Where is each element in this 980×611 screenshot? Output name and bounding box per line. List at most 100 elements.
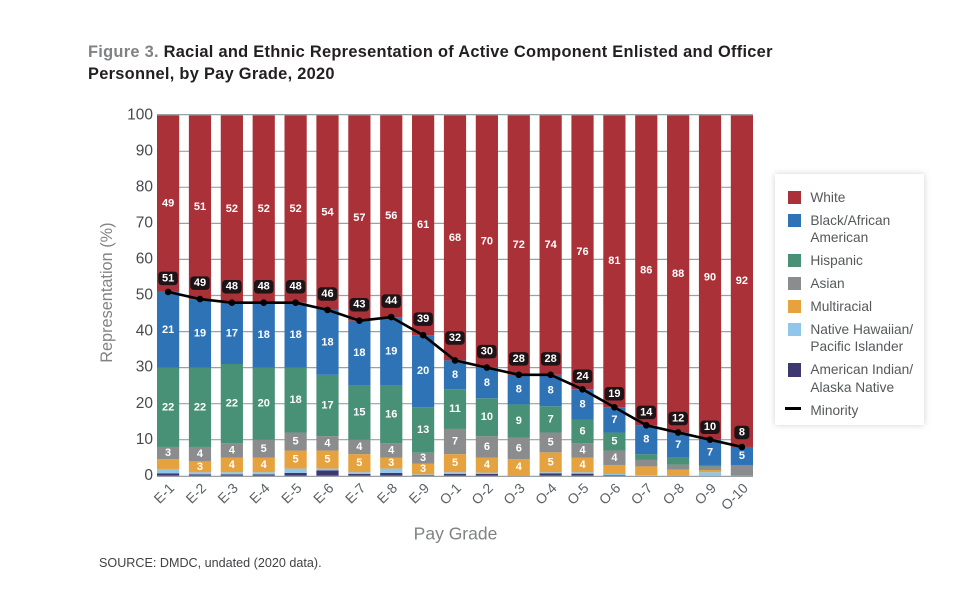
svg-text:61: 61 bbox=[417, 219, 429, 231]
svg-text:3: 3 bbox=[420, 463, 426, 475]
svg-text:O-4: O-4 bbox=[532, 480, 560, 508]
svg-text:18: 18 bbox=[353, 347, 365, 359]
svg-text:O-1: O-1 bbox=[436, 480, 464, 508]
svg-text:52: 52 bbox=[226, 203, 238, 215]
svg-text:70: 70 bbox=[136, 215, 154, 232]
svg-text:48: 48 bbox=[226, 281, 238, 293]
svg-text:21: 21 bbox=[162, 324, 174, 336]
svg-text:O-6: O-6 bbox=[596, 480, 624, 508]
svg-text:10: 10 bbox=[481, 411, 493, 423]
svg-text:4: 4 bbox=[579, 459, 586, 471]
svg-text:88: 88 bbox=[672, 268, 684, 280]
svg-text:50: 50 bbox=[136, 287, 154, 304]
svg-text:0: 0 bbox=[144, 467, 153, 484]
svg-text:O-10: O-10 bbox=[718, 480, 751, 513]
svg-text:32: 32 bbox=[449, 332, 461, 344]
svg-text:100: 100 bbox=[127, 106, 153, 123]
svg-text:49: 49 bbox=[162, 198, 174, 210]
svg-text:28: 28 bbox=[544, 353, 556, 365]
svg-text:5: 5 bbox=[261, 443, 267, 455]
svg-text:4: 4 bbox=[611, 452, 618, 464]
svg-text:3: 3 bbox=[165, 447, 171, 459]
svg-text:22: 22 bbox=[162, 401, 174, 413]
svg-text:E-6: E-6 bbox=[310, 480, 337, 507]
svg-text:7: 7 bbox=[707, 446, 713, 458]
svg-text:68: 68 bbox=[449, 232, 461, 244]
svg-text:E-7: E-7 bbox=[342, 480, 369, 507]
svg-text:4: 4 bbox=[261, 459, 268, 471]
svg-text:5: 5 bbox=[293, 454, 299, 466]
svg-text:20: 20 bbox=[258, 398, 270, 410]
svg-text:8: 8 bbox=[643, 434, 649, 446]
svg-text:6: 6 bbox=[579, 426, 585, 438]
svg-text:51: 51 bbox=[194, 201, 206, 213]
svg-text:60: 60 bbox=[136, 251, 154, 268]
svg-text:O-9: O-9 bbox=[691, 480, 719, 508]
svg-text:48: 48 bbox=[258, 281, 270, 293]
svg-text:O-3: O-3 bbox=[500, 480, 528, 508]
svg-text:48: 48 bbox=[289, 281, 301, 293]
svg-text:49: 49 bbox=[194, 277, 206, 289]
svg-text:E-5: E-5 bbox=[278, 480, 305, 507]
svg-text:7: 7 bbox=[611, 414, 617, 426]
svg-text:16: 16 bbox=[385, 409, 397, 421]
svg-text:5: 5 bbox=[324, 454, 330, 466]
svg-text:4: 4 bbox=[197, 448, 204, 460]
svg-text:18: 18 bbox=[289, 329, 301, 341]
svg-text:Pay Grade: Pay Grade bbox=[414, 523, 498, 543]
svg-text:90: 90 bbox=[136, 142, 154, 159]
svg-text:46: 46 bbox=[321, 288, 333, 300]
svg-text:8: 8 bbox=[484, 377, 490, 389]
svg-text:8: 8 bbox=[516, 384, 522, 396]
svg-text:4: 4 bbox=[516, 461, 523, 473]
svg-text:5: 5 bbox=[452, 457, 458, 469]
svg-text:19: 19 bbox=[608, 388, 620, 400]
svg-text:30: 30 bbox=[481, 346, 493, 358]
svg-text:70: 70 bbox=[481, 235, 493, 247]
svg-text:O-5: O-5 bbox=[564, 480, 592, 508]
svg-text:72: 72 bbox=[513, 239, 525, 251]
svg-text:19: 19 bbox=[194, 327, 206, 339]
svg-text:3: 3 bbox=[420, 452, 426, 464]
svg-text:81: 81 bbox=[608, 255, 620, 267]
svg-text:4: 4 bbox=[324, 437, 331, 449]
svg-text:40: 40 bbox=[136, 323, 154, 340]
svg-text:6: 6 bbox=[516, 442, 522, 454]
svg-text:5: 5 bbox=[293, 436, 299, 448]
svg-text:24: 24 bbox=[576, 370, 589, 382]
svg-text:20: 20 bbox=[417, 365, 429, 377]
svg-text:15: 15 bbox=[353, 407, 365, 419]
svg-text:52: 52 bbox=[289, 203, 301, 215]
svg-text:76: 76 bbox=[576, 246, 588, 258]
svg-text:O-7: O-7 bbox=[628, 480, 656, 508]
svg-text:18: 18 bbox=[258, 329, 270, 341]
svg-text:5: 5 bbox=[739, 450, 745, 462]
svg-text:90: 90 bbox=[704, 271, 716, 283]
svg-text:9: 9 bbox=[516, 415, 522, 427]
svg-text:8: 8 bbox=[548, 385, 554, 397]
svg-text:52: 52 bbox=[258, 203, 270, 215]
svg-text:E-4: E-4 bbox=[246, 480, 273, 507]
svg-text:5: 5 bbox=[356, 457, 362, 469]
svg-text:E-8: E-8 bbox=[374, 480, 401, 507]
svg-text:6: 6 bbox=[484, 441, 490, 453]
svg-text:57: 57 bbox=[353, 212, 365, 224]
svg-text:3: 3 bbox=[197, 461, 203, 473]
svg-text:51: 51 bbox=[162, 272, 174, 284]
svg-text:56: 56 bbox=[385, 210, 397, 222]
svg-text:74: 74 bbox=[545, 239, 558, 251]
svg-text:5: 5 bbox=[611, 436, 617, 448]
svg-text:3: 3 bbox=[388, 457, 394, 469]
svg-text:E-3: E-3 bbox=[214, 480, 241, 507]
svg-text:17: 17 bbox=[321, 399, 333, 411]
svg-text:Representation (%): Representation (%) bbox=[98, 222, 116, 362]
svg-text:43: 43 bbox=[353, 299, 365, 311]
svg-text:13: 13 bbox=[417, 424, 429, 436]
svg-text:22: 22 bbox=[194, 401, 206, 413]
svg-text:20: 20 bbox=[136, 395, 154, 412]
svg-text:7: 7 bbox=[548, 413, 554, 425]
svg-text:8: 8 bbox=[579, 399, 585, 411]
svg-text:E-2: E-2 bbox=[182, 480, 209, 507]
svg-text:4: 4 bbox=[484, 459, 491, 471]
svg-text:80: 80 bbox=[136, 178, 154, 195]
